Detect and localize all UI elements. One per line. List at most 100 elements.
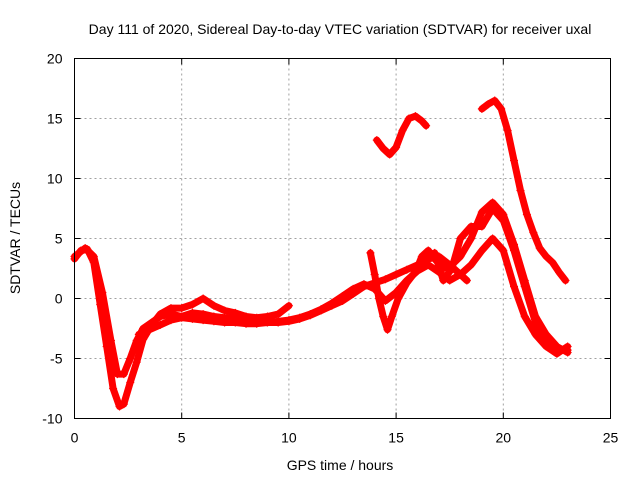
series-line [431,205,572,354]
data-point [132,336,141,345]
data-point [109,384,118,393]
data-point [231,318,240,327]
data-point [295,313,304,322]
data-point [529,228,538,237]
x-tick-label: 5 [178,430,186,446]
chart-title: Day 111 of 2020, Sidereal Day-to-day VTE… [89,21,592,37]
data-point [499,216,508,225]
data-point [156,320,165,329]
data-point [392,270,401,279]
data-point [563,346,572,355]
y-tick-label: -10 [42,411,62,427]
data-point [132,358,141,367]
data-point [199,294,208,303]
data-point [177,304,186,313]
data-point [359,280,368,289]
tick-labels: 0 5 10 15 20 25 -10 -5 0 5 10 15 20 [42,51,618,446]
data-point [520,282,529,291]
data-point [366,248,375,257]
y-tick-label: 5 [55,231,63,247]
x-axis-label: GPS time / hours [287,457,394,473]
data-point [522,210,531,219]
data-point [535,244,544,253]
data-point [306,310,315,319]
data-point [411,112,420,121]
data-point [467,222,476,231]
data-point [424,246,433,255]
data-point [510,156,519,165]
data-point [379,312,388,321]
data-point [520,312,529,321]
data-point [417,116,426,125]
data-point [263,318,272,327]
data-point [220,318,229,327]
data-point [89,252,98,261]
data-point [439,276,448,285]
data-point [462,276,471,285]
data-point [242,319,251,328]
data-point [552,346,561,355]
data-point [555,268,564,277]
data-point [561,276,570,285]
data-point [372,136,381,145]
data-point [467,260,476,269]
data-point [516,186,525,195]
data-point [177,313,186,322]
grid-lines [74,58,611,419]
data-point [199,316,208,325]
axis-ticks [74,58,611,419]
data-point [510,282,519,291]
data-point [284,301,293,310]
data-point [274,317,283,326]
y-tick-label: 20 [47,51,63,67]
data-point [209,317,218,326]
data-point [477,208,486,217]
data-point [531,330,540,339]
data-point [126,378,135,387]
data-point [98,288,107,297]
x-tick-label: 0 [71,430,79,446]
data-point [503,126,512,135]
data-point [166,316,175,325]
data-point [488,234,497,243]
data-point [430,248,439,257]
data-point [548,258,557,267]
data-point [381,275,390,284]
data-point [456,234,465,243]
data-point [370,270,379,279]
data-point [422,121,431,130]
series-trace-7 [477,96,570,285]
data-point [447,264,456,273]
data-point [188,300,197,309]
data-point [409,270,418,279]
data-point [126,354,135,363]
y-tick-label: 0 [55,291,63,307]
data-point [484,100,493,109]
data-point [115,402,124,411]
data-point [402,278,411,287]
data-point [510,246,519,255]
x-tick-label: 10 [281,430,297,446]
data-point [424,260,433,269]
data-point [383,325,392,334]
x-tick-label: 25 [603,430,619,446]
data-point [488,204,497,213]
data-point [327,299,336,308]
data-point [81,244,90,253]
y-tick-label: 15 [47,111,63,127]
data-point [385,150,394,159]
data-point [156,312,165,321]
data-point [387,312,396,321]
data-point [119,370,128,379]
data-point [209,301,218,310]
data-point [456,270,465,279]
x-tick-label: 15 [388,430,404,446]
data-point [542,252,551,261]
data-point [398,126,407,135]
data-point [317,305,326,314]
data-point [106,336,115,345]
data-point [374,294,383,303]
data-point [404,114,413,123]
data-point [392,143,401,152]
